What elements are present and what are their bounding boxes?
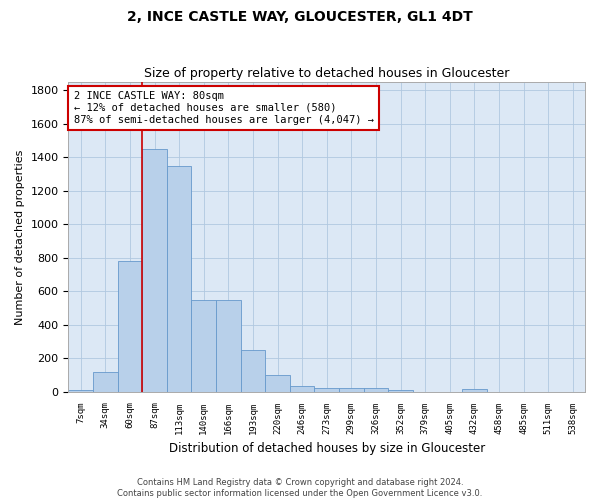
Bar: [364, 388, 388, 392]
Bar: [68, 390, 93, 392]
Y-axis label: Number of detached properties: Number of detached properties: [15, 149, 25, 324]
Text: 2, INCE CASTLE WAY, GLOUCESTER, GL1 4DT: 2, INCE CASTLE WAY, GLOUCESTER, GL1 4DT: [127, 10, 473, 24]
Title: Size of property relative to detached houses in Gloucester: Size of property relative to detached ho…: [144, 66, 509, 80]
Bar: [339, 388, 364, 392]
Bar: [388, 390, 413, 392]
Bar: [93, 372, 118, 392]
Bar: [462, 389, 487, 392]
Bar: [241, 350, 265, 392]
Bar: [290, 386, 314, 392]
Bar: [265, 375, 290, 392]
Text: Contains HM Land Registry data © Crown copyright and database right 2024.
Contai: Contains HM Land Registry data © Crown c…: [118, 478, 482, 498]
Bar: [142, 149, 167, 392]
Bar: [314, 388, 339, 392]
Bar: [118, 261, 142, 392]
Bar: [167, 166, 191, 392]
Text: 2 INCE CASTLE WAY: 80sqm
← 12% of detached houses are smaller (580)
87% of semi-: 2 INCE CASTLE WAY: 80sqm ← 12% of detach…: [74, 92, 374, 124]
Bar: [191, 300, 216, 392]
X-axis label: Distribution of detached houses by size in Gloucester: Distribution of detached houses by size …: [169, 442, 485, 455]
Bar: [216, 300, 241, 392]
